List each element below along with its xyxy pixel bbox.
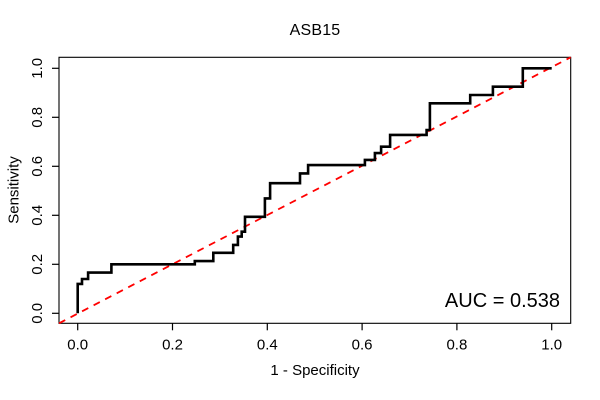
y-tick-label: 0.0 xyxy=(29,303,46,324)
y-tick-label: 1.0 xyxy=(29,58,46,79)
y-tick-label: 0.8 xyxy=(29,107,46,128)
chance-diagonal-line xyxy=(58,56,572,325)
x-tick-label: 0.4 xyxy=(257,336,278,353)
x-tick-label: 0.8 xyxy=(446,336,467,353)
x-axis-label: 1 - Specificity xyxy=(270,362,360,379)
x-tick-label: 0.2 xyxy=(162,336,183,353)
plot-box xyxy=(58,56,572,324)
y-tick-label: 0.4 xyxy=(29,205,46,226)
x-tick-label: 1.0 xyxy=(541,336,562,353)
y-tick-label: 0.2 xyxy=(29,254,46,275)
x-tick-label: 0.0 xyxy=(67,336,88,353)
roc-curve xyxy=(76,67,552,314)
auc-annotation: AUC = 0.538 xyxy=(444,290,560,312)
x-tick-label: 0.6 xyxy=(352,336,373,353)
chart-title: ASB15 xyxy=(289,22,341,39)
y-tick-label: 0.6 xyxy=(29,156,46,177)
y-axis-label: Sensitivity xyxy=(5,156,23,224)
